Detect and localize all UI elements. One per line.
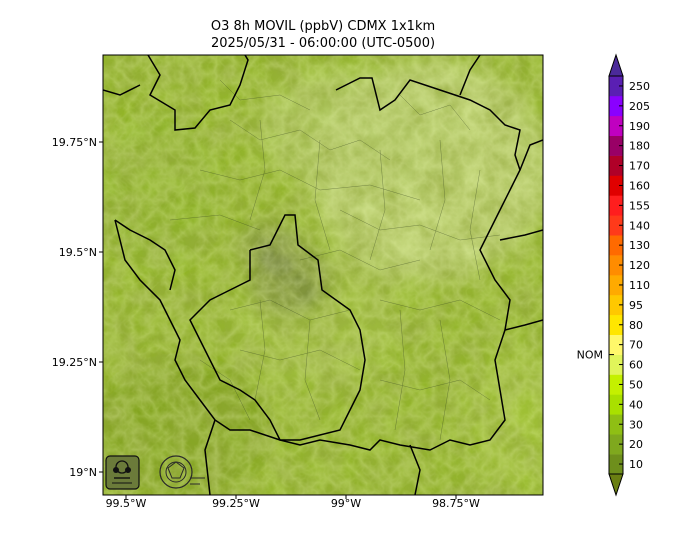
terrain-ridges (103, 55, 543, 495)
colorbar-tick-label: 160 (629, 179, 650, 192)
colorbar-tick-label: 170 (629, 160, 650, 173)
colorbar-segment (609, 354, 623, 375)
colorbar-tick-label: 110 (629, 279, 650, 292)
latitude-axis: 19.75°N 19.5°N 19.25°N 19°N (52, 136, 103, 479)
colorbar-segments (609, 76, 623, 475)
colorbar-segment (609, 195, 623, 216)
colorbar-labels: 10 20 30 40 50 60 70 80 95 110 120 130 140 155 160 170 1… (619, 80, 650, 471)
colorbar-segment (609, 95, 623, 117)
colorbar-tick-label: 140 (629, 219, 650, 232)
colorbar: 10 20 30 40 50 60 70 80 95 110 120 130 140 155 160 170 1… (577, 53, 650, 497)
colorbar-segment (609, 155, 623, 176)
colorbar-bottom-arrow (608, 473, 624, 497)
nom-label: NOM (577, 349, 603, 362)
colorbar-segment (609, 314, 623, 335)
colorbar-tick-label: 130 (629, 239, 650, 252)
lon-tick-label: 98.75°W (432, 497, 480, 510)
colorbar-segment (609, 135, 623, 156)
lon-tick-label: 99.5°W (106, 497, 147, 510)
colorbar-tick-label: 30 (629, 418, 643, 431)
colorbar-tick-label: 20 (629, 438, 643, 451)
ozone-map (103, 55, 543, 495)
map-timestamp: 2025/05/31 - 06:00:00 (UTC-0500) (210, 36, 436, 51)
colorbar-tick-label: 180 (629, 140, 650, 153)
lon-tick-label: 99.25°W (212, 497, 260, 510)
lon-tick-label: 99°W (331, 497, 361, 510)
colorbar-segment (609, 334, 623, 355)
colorbar-tick-label: 80 (629, 319, 643, 332)
colorbar-tick-label: 10 (629, 458, 643, 471)
ciudad-de-mexico-seal (159, 455, 205, 489)
municipal-boundaries (169, 79, 501, 441)
longitude-axis: 99.5°W 99.25°W 99°W 98.75°W (106, 495, 480, 510)
map-title: O3 8h MOVIL (ppbV) CDMX 1x1km (210, 19, 436, 34)
colorbar-tick-label: 120 (629, 259, 650, 272)
colorbar-segment (609, 175, 623, 196)
colorbar-segment (609, 434, 623, 455)
lat-tick-label: 19.5°N (59, 246, 97, 259)
colorbar-tick-label: 205 (629, 100, 650, 113)
colorbar-tick-label: 50 (629, 378, 643, 391)
colorbar-segment (609, 215, 623, 236)
sedema-logo (105, 455, 140, 490)
colorbar-tick-label: 95 (629, 299, 643, 312)
colorbar-segment (609, 235, 623, 256)
colorbar-segment (609, 454, 623, 475)
colorbar-tick-label: 190 (629, 120, 650, 133)
colorbar-tick-label: 40 (629, 398, 643, 411)
map-frame (102, 54, 544, 496)
colorbar-segment (609, 374, 623, 395)
lat-tick-label: 19°N (69, 466, 97, 479)
colorbar-top-arrow (608, 53, 624, 77)
colorbar-frame (608, 75, 624, 475)
colorbar-tick-label: 60 (629, 359, 643, 372)
colorbar-segment (609, 275, 623, 296)
colorbar-segment (609, 76, 623, 97)
colorbar-tick-label: 155 (629, 199, 650, 212)
colorbar-tick-label: 250 (629, 80, 650, 93)
lat-tick-label: 19.25°N (52, 356, 97, 369)
colorbar-segment (609, 115, 623, 136)
colorbar-segment (609, 255, 623, 276)
colorbar-segment (609, 394, 623, 415)
colorbar-tick-label: 70 (629, 339, 643, 352)
state-boundaries (103, 55, 543, 495)
lat-tick-label: 19.75°N (52, 136, 97, 149)
colorbar-segment (609, 414, 623, 435)
colorbar-segment (609, 294, 623, 316)
